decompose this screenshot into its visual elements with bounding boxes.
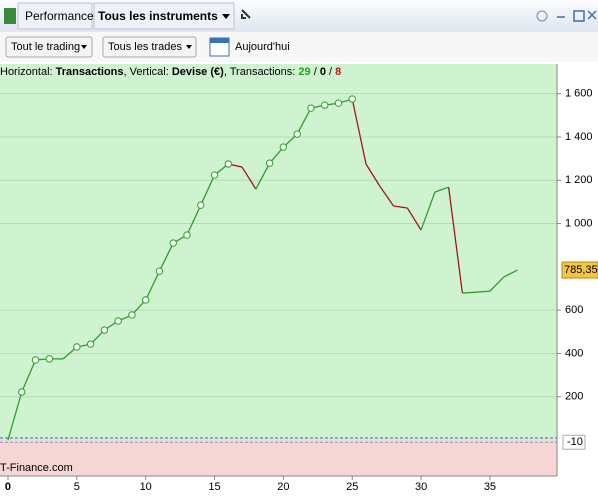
last-value-box <box>561 261 598 279</box>
lower-marker-label: -10 <box>567 436 583 448</box>
equity-segment <box>379 185 395 207</box>
settings-icon[interactable] <box>241 9 251 19</box>
equity-segment <box>186 204 202 236</box>
y-tick-label: 1 200 <box>565 174 593 186</box>
new-high-marker <box>31 356 40 364</box>
equity-segment <box>21 359 37 393</box>
plot-area <box>0 64 557 476</box>
new-high-marker <box>210 171 219 179</box>
window-controls[interactable] <box>557 10 597 22</box>
new-high-marker <box>348 95 356 103</box>
loss-zone <box>0 440 557 476</box>
new-high-marker <box>128 311 136 319</box>
equity-segment <box>489 276 505 292</box>
trades-select[interactable] <box>102 36 197 58</box>
date-label[interactable]: Aujourd'hui <box>235 41 290 53</box>
tab-label[interactable]: Performance <box>25 9 94 23</box>
y-tick-label: 200 <box>565 391 583 403</box>
trading-label[interactable]: Tout le trading <box>11 41 80 53</box>
new-high-marker <box>334 99 343 107</box>
equity-segment <box>462 291 477 294</box>
x-tick-label: 0 <box>5 481 11 493</box>
calendar-top <box>210 38 229 43</box>
y-tick-label: 400 <box>565 347 583 359</box>
x-tick-label: 30 <box>415 481 427 493</box>
new-high-marker <box>141 296 150 304</box>
filter-bar <box>0 32 598 62</box>
new-high-marker <box>18 388 26 396</box>
lower-marker-box <box>562 434 586 450</box>
new-high-marker <box>155 267 164 275</box>
dropdown-arrow <box>81 45 87 49</box>
equity-segment <box>420 191 436 231</box>
y-tick-label: 1 400 <box>565 131 593 143</box>
new-high-marker <box>265 159 274 167</box>
y-tick-label: 1 600 <box>565 88 593 100</box>
watermark: T-Finance.com <box>0 462 73 474</box>
equity-segment <box>365 163 381 187</box>
new-high-marker <box>279 143 288 151</box>
equity-segment <box>434 186 449 193</box>
equity-segment <box>503 269 518 278</box>
y-tick-label: 1 000 <box>565 217 593 229</box>
chart-header: Horizontal: Transactions, Vertical: Devi… <box>0 66 341 78</box>
new-high-marker <box>100 326 109 334</box>
new-high-marker <box>73 343 81 351</box>
y-tick-label: 600 <box>565 304 583 316</box>
trades-label[interactable]: Tous les trades <box>108 41 182 53</box>
new-high-marker <box>307 104 315 112</box>
new-high-marker <box>86 340 95 348</box>
equity-segment <box>241 166 257 190</box>
dropdown-arrow <box>186 45 192 49</box>
new-high-marker <box>183 231 191 239</box>
equity-segment <box>7 391 23 441</box>
equity-segment <box>145 270 161 301</box>
equity-segment <box>255 162 271 190</box>
equity-segment <box>158 242 174 272</box>
share-icon[interactable] <box>536 10 548 22</box>
instrument-select[interactable] <box>93 2 235 30</box>
new-high-marker <box>197 201 205 209</box>
x-tick-label: 10 <box>140 481 152 493</box>
equity-segment <box>296 107 312 135</box>
last-value-label: 785,35 <box>564 264 598 276</box>
x-tick-label: 25 <box>346 481 358 493</box>
x-tick-label: 35 <box>484 481 496 493</box>
x-tick-label: 5 <box>74 481 80 493</box>
equity-segment <box>447 187 464 294</box>
new-high-marker <box>169 239 177 247</box>
equity-segment <box>200 174 216 206</box>
equity-segment <box>476 290 490 293</box>
new-high-marker <box>293 130 301 138</box>
instrument-label[interactable]: Tous les instruments <box>98 9 218 23</box>
x-tick-label: 20 <box>277 481 289 493</box>
x-tick-label: 15 <box>208 481 220 493</box>
new-high-marker <box>320 101 329 109</box>
new-high-marker <box>45 355 53 363</box>
equity-segment <box>351 98 367 165</box>
trading-select[interactable] <box>5 36 93 58</box>
equity-segment <box>406 207 422 231</box>
new-high-marker <box>114 317 122 325</box>
app-icon <box>4 8 16 24</box>
new-high-marker <box>224 160 233 168</box>
tab[interactable] <box>17 2 93 30</box>
dropdown-arrow <box>222 14 230 19</box>
equity-segment <box>393 205 408 209</box>
